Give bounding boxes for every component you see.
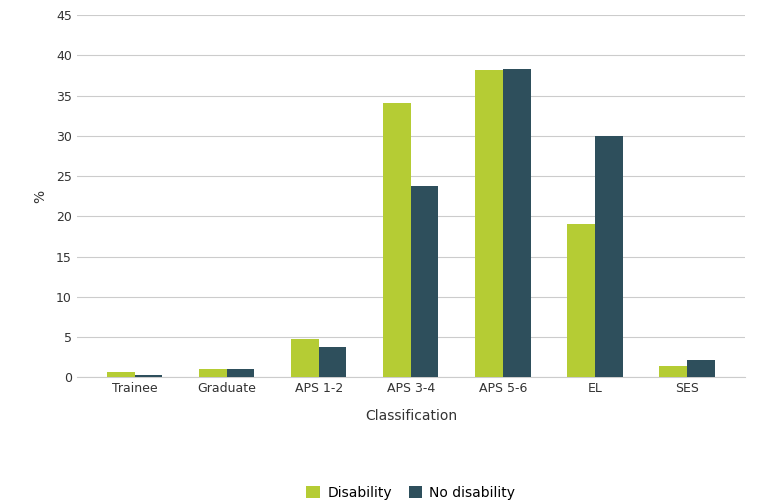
Bar — [475, 70, 503, 377]
X-axis label: Classification: Classification — [365, 409, 457, 423]
Bar — [108, 372, 134, 377]
Bar — [503, 69, 531, 377]
Bar — [291, 339, 319, 377]
Bar — [383, 103, 411, 377]
Bar — [319, 348, 346, 377]
Bar — [568, 223, 595, 377]
Bar — [411, 186, 439, 377]
Bar — [660, 366, 687, 377]
Y-axis label: %: % — [34, 190, 48, 203]
Bar — [134, 375, 162, 377]
Bar — [199, 369, 227, 377]
Bar — [687, 360, 714, 377]
Bar — [227, 369, 254, 377]
Bar — [595, 136, 623, 377]
Legend: Disability, No disability: Disability, No disability — [306, 485, 515, 499]
